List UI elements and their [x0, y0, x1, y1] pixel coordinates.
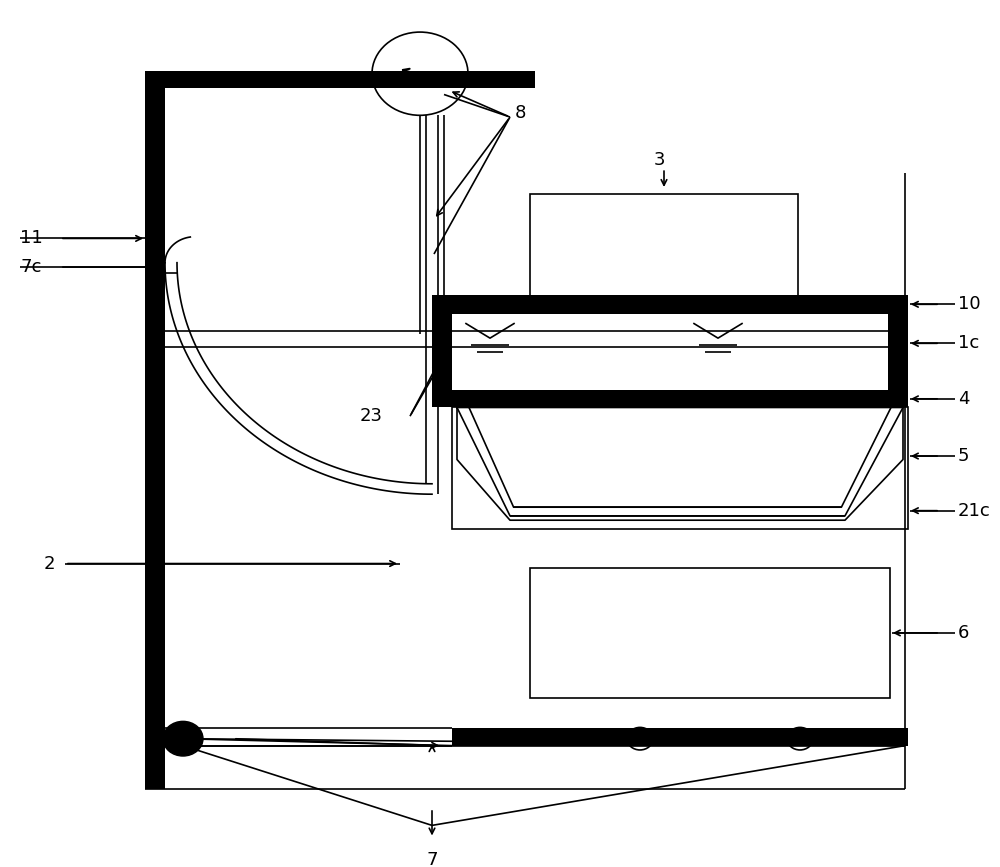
Bar	[145, 71, 535, 88]
Text: 11: 11	[20, 230, 43, 247]
Bar	[432, 314, 452, 407]
Text: 21c: 21c	[958, 502, 991, 519]
Bar	[530, 568, 890, 698]
Text: 23: 23	[360, 407, 383, 425]
Text: 7c: 7c	[20, 258, 41, 276]
Text: 1c: 1c	[958, 335, 979, 352]
Text: 5: 5	[958, 447, 970, 465]
Bar	[530, 194, 798, 297]
Text: 2: 2	[44, 555, 55, 572]
Text: 4: 4	[958, 390, 970, 407]
Text: 7: 7	[426, 851, 438, 867]
Bar	[145, 74, 165, 789]
Text: 10: 10	[958, 296, 981, 313]
Bar	[888, 295, 908, 407]
Bar	[452, 728, 908, 746]
Bar	[452, 407, 908, 529]
Bar	[432, 390, 908, 407]
Text: 8: 8	[515, 104, 526, 121]
Bar	[432, 295, 908, 314]
Text: 6: 6	[958, 624, 969, 642]
Circle shape	[163, 721, 203, 756]
Text: 3: 3	[654, 151, 666, 168]
